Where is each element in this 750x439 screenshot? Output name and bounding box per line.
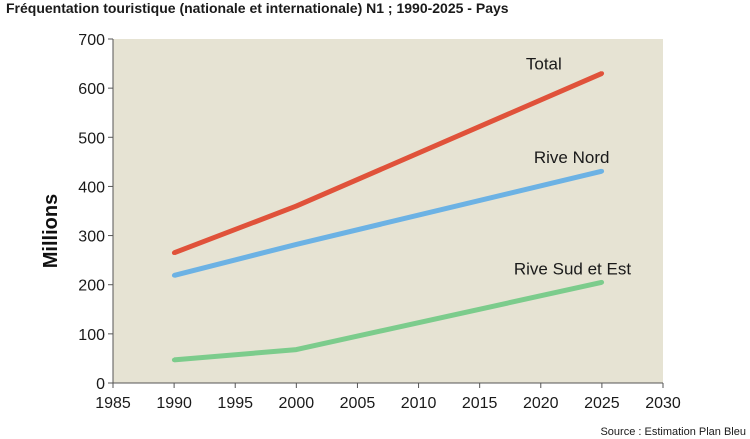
x-tick-label: 2030 — [645, 395, 681, 412]
x-tick-label: 2005 — [340, 395, 376, 412]
series-label: Rive Nord — [534, 148, 610, 167]
data-point — [294, 203, 299, 209]
data-point — [294, 242, 299, 247]
x-tick-label: 2000 — [279, 395, 315, 412]
x-tick-label: 1990 — [156, 395, 192, 412]
x-tick-label: 2015 — [462, 395, 498, 412]
data-point — [599, 71, 605, 76]
data-point — [294, 347, 299, 352]
source-note: Source : Estimation Plan Bleu — [600, 426, 746, 438]
x-tick-label: 2020 — [523, 395, 559, 412]
data-point — [599, 280, 605, 285]
data-point — [599, 168, 605, 174]
series-label: Total — [526, 54, 562, 73]
y-tick-label: 100 — [78, 327, 105, 344]
series-label: Rive Sud et Est — [514, 259, 631, 278]
chart-title: Fréquentation touristique (nationale et … — [6, 0, 509, 16]
x-tick-label: 2010 — [401, 395, 437, 412]
y-tick-label: 300 — [78, 229, 105, 246]
data-point — [171, 273, 177, 278]
y-tick-label: 400 — [78, 179, 105, 196]
axes: 0 100 200 300 400 500 600 700 1985 1990 1995 2000 20… — [78, 32, 681, 412]
x-tick-label: 1995 — [217, 395, 253, 412]
data-point — [171, 357, 177, 363]
x-tick-label: 1985 — [95, 395, 131, 412]
y-tick-label: 500 — [78, 130, 105, 147]
y-tick-label: 600 — [78, 81, 105, 98]
data-point — [171, 250, 177, 255]
series-lines: Total Rive Nord Rive Sud et Est — [171, 54, 631, 363]
x-tick-label: 2025 — [584, 395, 620, 412]
y-tick-label: 700 — [78, 32, 105, 49]
y-tick-label: 0 — [96, 376, 105, 393]
y-axis-label: Millions — [40, 194, 62, 268]
y-tick-label: 200 — [78, 278, 105, 295]
plot-area — [113, 39, 663, 383]
